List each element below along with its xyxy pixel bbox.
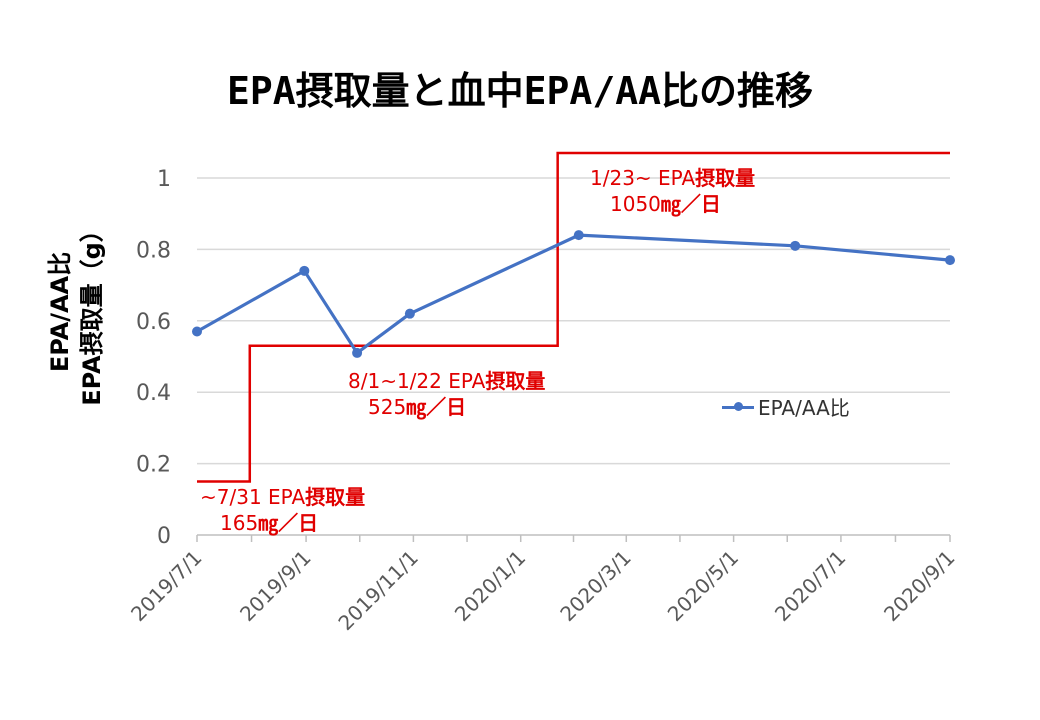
- legend-label: EPA/AA比: [758, 396, 850, 420]
- data-point: [192, 326, 202, 337]
- x-axis: 2019/7/1 2019/9/1 2019/11/1 2020/1/1 2020/3/…: [126, 534, 960, 635]
- annotation-phase3: 1/23~ EPA摂取量 1050㎎／日: [590, 165, 755, 217]
- data-point: [299, 265, 310, 276]
- x-tick-label: 2019/9/1: [235, 546, 315, 626]
- annotation-phase1-bold: 摂取量: [305, 485, 366, 509]
- annotation-phase2: 8/1~1/22 EPA摂取量 525㎎／日: [348, 368, 545, 420]
- y-tick-label: 0.6: [136, 310, 171, 335]
- annotation-phase3-text: 1/23~ EPA: [590, 166, 696, 190]
- annotation-phase1-text: ~7/31 EPA: [200, 485, 306, 509]
- annotation-phase2-bold: 摂取量: [485, 369, 546, 393]
- y-tick-label: 0.4: [136, 381, 171, 406]
- y-tick-label: 0.8: [136, 238, 171, 263]
- data-point: [945, 255, 955, 266]
- annotation-phase2-text: 8/1~1/22 EPA: [348, 369, 486, 393]
- y-tick-label: 0.2: [136, 453, 171, 478]
- annotation-phase1-unit: ㎎／日: [258, 511, 319, 535]
- series-line: [196, 233, 951, 355]
- x-tick-label: 2020/9/1: [879, 546, 959, 626]
- data-point: [352, 347, 363, 358]
- x-tick-label: 2020/3/1: [555, 546, 635, 626]
- x-tick-label: 2019/11/1: [333, 546, 422, 635]
- x-tick-label: 2020/5/1: [663, 546, 743, 626]
- data-point: [404, 308, 415, 319]
- annotation-phase3-dose: 1050: [610, 192, 661, 216]
- data-point: [573, 230, 584, 241]
- y-axis-label-line2: EPA摂取量（g）: [78, 218, 106, 406]
- x-tick-label: 2020/1/1: [450, 546, 530, 626]
- legend: EPA/AA比: [722, 392, 850, 421]
- chart-title: EPA摂取量と血中EPA/AA比の推移: [227, 69, 813, 113]
- epa-aa-series: [192, 230, 955, 358]
- intake-step-line: [197, 151, 950, 483]
- y-tick-label: 0: [157, 524, 171, 549]
- annotation-phase2-unit: ㎎／日: [406, 395, 467, 419]
- annotation-phase1-dose: 165: [220, 511, 259, 535]
- annotation-phase1: ~7/31 EPA摂取量 165㎎／日: [200, 484, 365, 536]
- x-tick-label: 2019/7/1: [126, 546, 206, 626]
- data-point: [790, 240, 801, 251]
- x-tick-label: 2020/7/1: [770, 546, 850, 626]
- legend-line-marker-icon: [722, 401, 754, 412]
- y-tick-labels: 0 0.2 0.4 0.6 0.8 1: [136, 167, 171, 549]
- y-axis-label-line1: EPA/AA比: [46, 252, 74, 372]
- annotation-phase3-unit: ㎎／日: [660, 192, 721, 216]
- y-tick-label: 1: [157, 167, 171, 192]
- annotation-phase2-dose: 525: [368, 395, 407, 419]
- intake-step-path: [197, 151, 950, 483]
- annotation-phase3-bold: 摂取量: [695, 166, 756, 190]
